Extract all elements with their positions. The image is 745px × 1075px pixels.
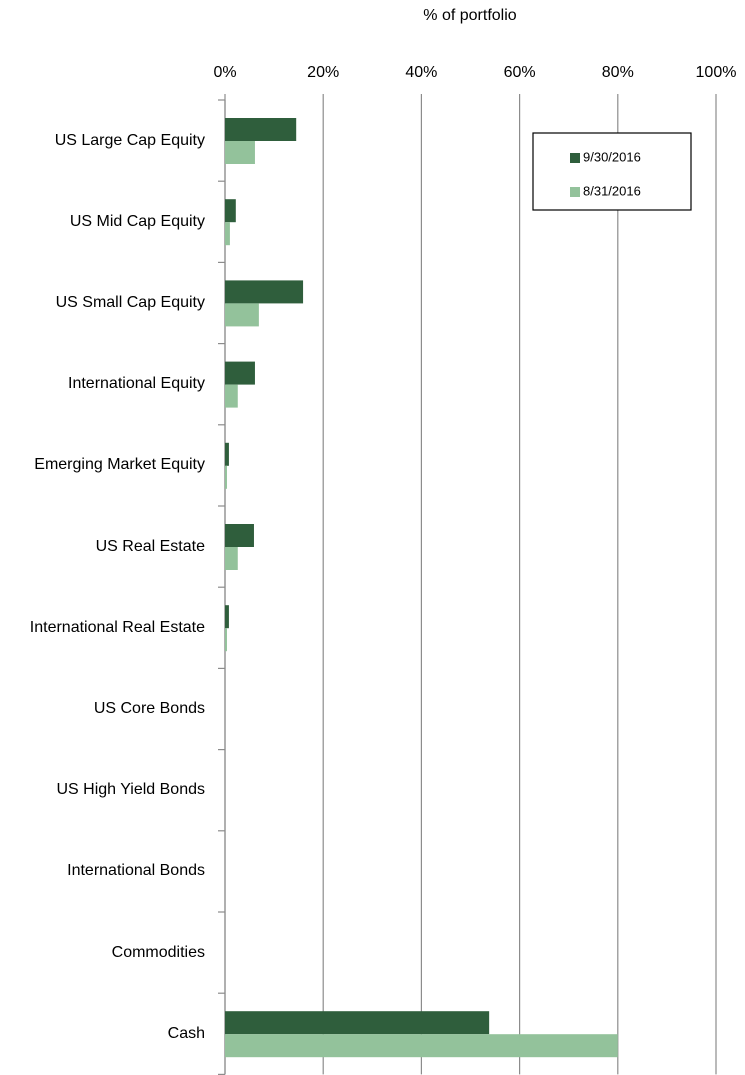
y-tick-label: Cash: [10, 993, 205, 1074]
x-tick-label: 60%: [504, 64, 536, 81]
category-text: Emerging Market Equity: [34, 456, 205, 474]
y-tick-label: US Mid Cap Equity: [10, 181, 205, 262]
bar: [225, 303, 259, 327]
bar: [225, 222, 230, 246]
bar: [225, 524, 254, 547]
category-text: US Core Bonds: [93, 699, 205, 717]
y-tick-label: Commodities: [10, 912, 205, 993]
y-tick-label: International Equity: [10, 344, 205, 425]
bar: [225, 199, 236, 223]
x-tick-label: 100%: [696, 64, 737, 81]
category-text: US Small Cap Equity: [55, 293, 205, 311]
category-text: International Real Estate: [29, 618, 205, 636]
bar: [225, 1011, 490, 1035]
y-tick-label: Emerging Market Equity: [10, 425, 205, 506]
x-tick-label: 20%: [307, 64, 339, 81]
legend-label: 9/30/2016: [583, 149, 641, 164]
category-text: US Mid Cap Equity: [69, 212, 205, 230]
category-text: US High Yield Bonds: [56, 781, 205, 799]
category-text: International Bonds: [67, 862, 205, 880]
bar: [225, 628, 227, 652]
bar: [225, 547, 238, 570]
legend-swatch: [570, 153, 580, 163]
category-text: US Real Estate: [95, 537, 205, 555]
y-tick-label: International Real Estate: [10, 587, 205, 668]
bar: [225, 465, 227, 489]
category-text: International Equity: [68, 375, 205, 393]
category-text: Cash: [167, 1024, 205, 1042]
x-tick-label: 80%: [602, 64, 634, 81]
y-tick-label: US Large Cap Equity: [10, 100, 205, 181]
bar: [225, 141, 255, 164]
y-tick-label: US Real Estate: [10, 506, 205, 587]
bar: [225, 442, 229, 466]
bar: [225, 280, 304, 304]
legend-label: 8/31/2016: [583, 183, 641, 198]
x-tick-label: 0%: [213, 64, 236, 81]
legend: 9/30/2016 8/31/2016: [532, 132, 692, 211]
y-tick-label: US Core Bonds: [10, 668, 205, 749]
y-tick-label: International Bonds: [10, 831, 205, 912]
category-text: Commodities: [111, 943, 205, 961]
x-tick-label: 40%: [405, 64, 437, 81]
legend-swatch: [570, 187, 580, 197]
x-axis-label: % of portfolio: [423, 7, 516, 24]
bar: [225, 605, 229, 629]
bar: [225, 1034, 618, 1058]
category-text: US Large Cap Equity: [54, 131, 205, 149]
bar: [225, 384, 238, 408]
y-tick-label: US High Yield Bonds: [10, 750, 205, 831]
legend-box: [532, 132, 692, 211]
bar: [225, 361, 255, 385]
bar: [225, 118, 297, 141]
y-tick-label: US Small Cap Equity: [10, 262, 205, 343]
